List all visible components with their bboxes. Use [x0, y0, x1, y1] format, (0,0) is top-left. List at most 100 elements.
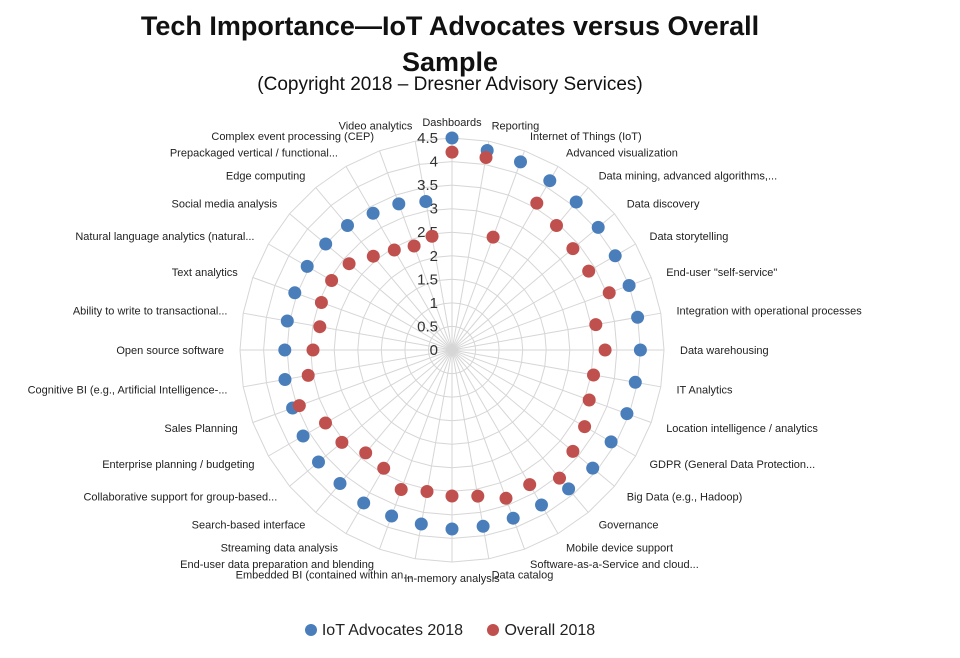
category-label: IT Analytics	[677, 385, 734, 397]
iot-point	[569, 195, 583, 209]
iot-point	[288, 286, 302, 300]
iot-point	[620, 407, 634, 421]
grid-spoke	[451, 187, 589, 351]
iot-point	[366, 206, 380, 220]
category-label: GDPR (General Data Protection...	[650, 459, 816, 471]
radial-tick-label: 4.5	[417, 130, 438, 147]
category-label: Complex event processing (CEP)	[211, 131, 374, 143]
legend-swatch-overall	[487, 624, 500, 636]
overall-point	[578, 420, 592, 434]
radial-tick-label: 1	[430, 295, 438, 312]
category-label: Video analytics	[339, 121, 413, 133]
iot-point	[319, 237, 333, 251]
category-label: Open source software	[116, 345, 224, 357]
iot-point	[278, 343, 292, 357]
overall-point	[313, 320, 327, 334]
grid-spoke	[451, 213, 615, 351]
category-label: Software-as-a-Service and cloud...	[530, 559, 699, 571]
overall-point	[523, 478, 537, 492]
overall-point	[582, 393, 596, 407]
category-label: Search-based interface	[192, 520, 306, 532]
category-label: Dashboards	[422, 117, 482, 129]
iot-point	[333, 477, 347, 490]
grid-spoke	[451, 349, 661, 388]
overall-point	[366, 249, 380, 263]
category-label: Text analytics	[172, 267, 239, 279]
legend-label-overall: Overall 2018	[504, 622, 596, 639]
overall-point	[499, 491, 513, 505]
category-label: Advanced visualization	[566, 148, 678, 160]
iot-point	[445, 522, 459, 536]
radial-tick-label: 0.5	[417, 318, 438, 335]
grid-spoke	[451, 166, 559, 351]
overall-point	[359, 446, 373, 460]
grid-spoke	[451, 141, 490, 351]
category-label: Location intelligence / analytics	[666, 423, 818, 435]
overall-point	[550, 219, 563, 232]
category-label: Social media analysis	[172, 198, 278, 210]
grid-spoke	[252, 277, 453, 351]
category-label: Prepackaged vertical / functional...	[170, 148, 338, 160]
category-label: Cognitive BI (e.g., Artificial Intellige…	[28, 385, 228, 397]
grid-spoke	[252, 349, 453, 423]
legend-item-overall: Overall 2018	[487, 622, 595, 640]
overall-point	[335, 435, 349, 449]
overall-point	[394, 483, 408, 496]
iot-point	[476, 519, 490, 533]
iot-point	[628, 375, 642, 389]
category-label: End-user data preparation and blending	[180, 559, 374, 571]
iot-point	[445, 131, 459, 145]
iot-point	[341, 219, 354, 232]
iot-point	[278, 373, 292, 386]
category-label: Reporting	[492, 121, 540, 133]
overall-point	[314, 296, 328, 309]
iot-point	[296, 429, 310, 443]
category-label: Mobile device support	[566, 543, 673, 555]
overall-point	[602, 286, 616, 300]
grid-spoke	[243, 312, 453, 351]
overall-point	[479, 151, 493, 164]
overall-point	[445, 489, 459, 503]
chart-title: Tech Importance—IoT Advocates versus Ove…	[140, 11, 760, 77]
iot-point	[608, 249, 622, 263]
legend-item-iot: IoT Advocates 2018	[304, 622, 463, 640]
radial-tick-label: 1.5	[417, 271, 438, 288]
overall-point	[530, 196, 544, 210]
overall-point	[598, 343, 612, 357]
grid-spoke	[451, 349, 615, 487]
category-label: Data discovery	[627, 198, 700, 210]
overall-point	[566, 242, 580, 256]
radial-tick-label: 0	[430, 342, 438, 359]
overall-point	[387, 243, 401, 257]
overall-point	[471, 489, 485, 503]
grid-spoke	[451, 150, 525, 351]
iot-point	[543, 174, 557, 188]
overall-point	[486, 230, 500, 244]
legend: IoT Advocates 2018 Overall 2018	[0, 622, 900, 640]
iot-point	[562, 482, 576, 496]
grid-spoke	[289, 213, 453, 351]
overall-point	[377, 461, 391, 475]
radial-tick-label: 3.5	[417, 177, 438, 194]
iot-point	[312, 455, 325, 469]
category-label: Data mining, advanced algorithms,...	[599, 170, 778, 182]
category-label: Embedded BI (contained within an...	[236, 570, 413, 582]
grid-spoke	[451, 243, 636, 351]
iot-point	[414, 517, 428, 531]
grid-spoke	[414, 141, 453, 351]
category-label: Edge computing	[226, 170, 306, 182]
category-label: Ability to write to transactional...	[73, 305, 228, 317]
grid-spoke	[268, 243, 453, 351]
grid-spoke	[451, 349, 652, 423]
radial-tick-label: 4	[430, 154, 438, 171]
iot-point	[604, 435, 618, 449]
radial-tick-label: 2	[430, 248, 438, 265]
overall-point	[301, 368, 315, 382]
category-label: Natural language analytics (natural...	[75, 231, 254, 243]
overall-point	[407, 239, 421, 253]
category-label: Data storytelling	[650, 231, 729, 243]
grid-spoke	[451, 349, 636, 457]
iot-point	[357, 496, 371, 510]
iot-point	[514, 155, 527, 169]
category-label: Data catalog	[492, 570, 554, 582]
